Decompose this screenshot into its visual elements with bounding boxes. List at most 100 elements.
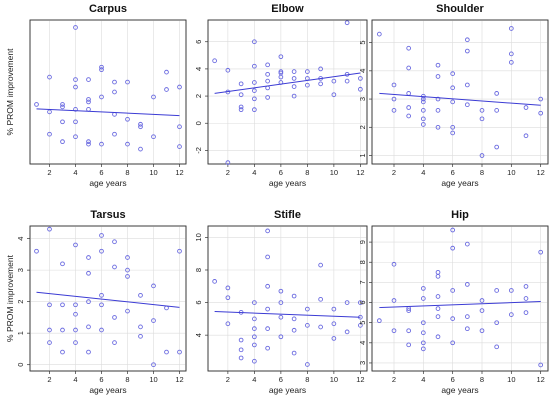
data-point [450,130,456,136]
data-point [212,279,217,284]
trend-line [36,108,180,117]
y-tick-label: 2 [358,125,367,129]
data-point [291,69,297,74]
data-point [265,326,270,331]
data-point [305,69,310,74]
data-point [420,99,426,105]
data-point [344,78,350,84]
data-point [435,62,441,68]
x-tick-label: 2 [47,375,51,384]
x-tick-label: 2 [392,375,396,384]
data-point [479,116,485,122]
data-point [450,340,456,346]
data-point [318,324,323,330]
y-tick-label: 7 [358,280,367,284]
data-point [420,340,426,346]
data-point [125,267,130,273]
data-point [252,80,257,85]
data-point [60,104,65,110]
data-point [494,344,500,350]
data-point [252,342,257,348]
data-point [331,336,337,341]
data-point [99,141,104,147]
data-point [420,346,426,352]
data-point [86,270,91,276]
data-point [318,262,323,268]
data-point [391,261,397,267]
data-point [47,340,52,345]
data-point [464,282,470,287]
data-point [73,84,78,90]
data-point [177,84,182,90]
data-point [344,329,350,335]
data-point [318,81,323,87]
data-point [112,264,117,270]
data-point [99,248,104,254]
y-tick-label: 9 [358,240,367,244]
data-point [406,342,412,348]
plot-area [29,19,187,165]
data-point [112,131,117,137]
panel-carpus: 2 4 6 8 10 12 Carpus age years % PROM improvemen… [5,3,187,188]
x-tick-label: 8 [305,168,309,177]
x-tick-label: 4 [73,168,77,177]
data-point [464,37,470,43]
x-tick-label: 10 [330,375,338,384]
panel-title: Hip [451,209,469,221]
data-point [73,311,78,317]
data-point [494,288,500,293]
trend-line [36,291,180,308]
data-point [291,84,297,89]
y-tick-label: 5 [358,321,367,325]
data-point [73,25,78,30]
data-point [523,296,529,301]
data-point [291,350,297,356]
data-point [60,327,65,333]
y-tick-label: 0 [194,121,203,125]
x-tick-label: 4 [421,375,425,384]
data-point [291,76,297,81]
data-point [86,97,91,102]
data-point [47,327,52,333]
y-tick-label: 1 [358,153,367,157]
data-point [225,285,231,291]
x-axis-label: age years [269,178,306,188]
data-point [508,51,514,57]
data-point [358,86,363,92]
data-point [86,77,91,82]
data-point [358,76,363,81]
plot-frame [207,19,368,165]
x-tick-label: 12 [356,168,364,177]
y-tick-label: 10 [194,233,203,241]
data-point [358,300,363,305]
data-point [291,327,297,333]
data-point [318,296,323,302]
x-tick-label: 10 [149,375,157,384]
data-point [450,99,456,105]
data-point [73,134,78,140]
data-point [99,94,104,100]
data-point [420,330,426,336]
data-point [164,87,169,92]
data-point [494,320,500,326]
data-point [464,314,470,319]
data-point [252,63,257,69]
x-tick-label: 6 [451,375,455,384]
data-point [112,239,117,245]
plot-area [371,19,549,165]
data-point [538,96,544,102]
x-tick-label: 6 [451,168,455,177]
data-point [435,108,441,113]
data-point [420,96,426,102]
data-point [435,294,441,299]
data-point [450,227,456,233]
data-point [177,144,182,149]
data-point [420,122,426,127]
data-point [73,77,78,82]
y-axis-label: % PROM improvement [5,48,15,136]
data-point [450,71,456,76]
x-tick-label: 10 [330,168,338,177]
x-tick-label: 8 [125,375,129,384]
data-point [523,310,529,315]
